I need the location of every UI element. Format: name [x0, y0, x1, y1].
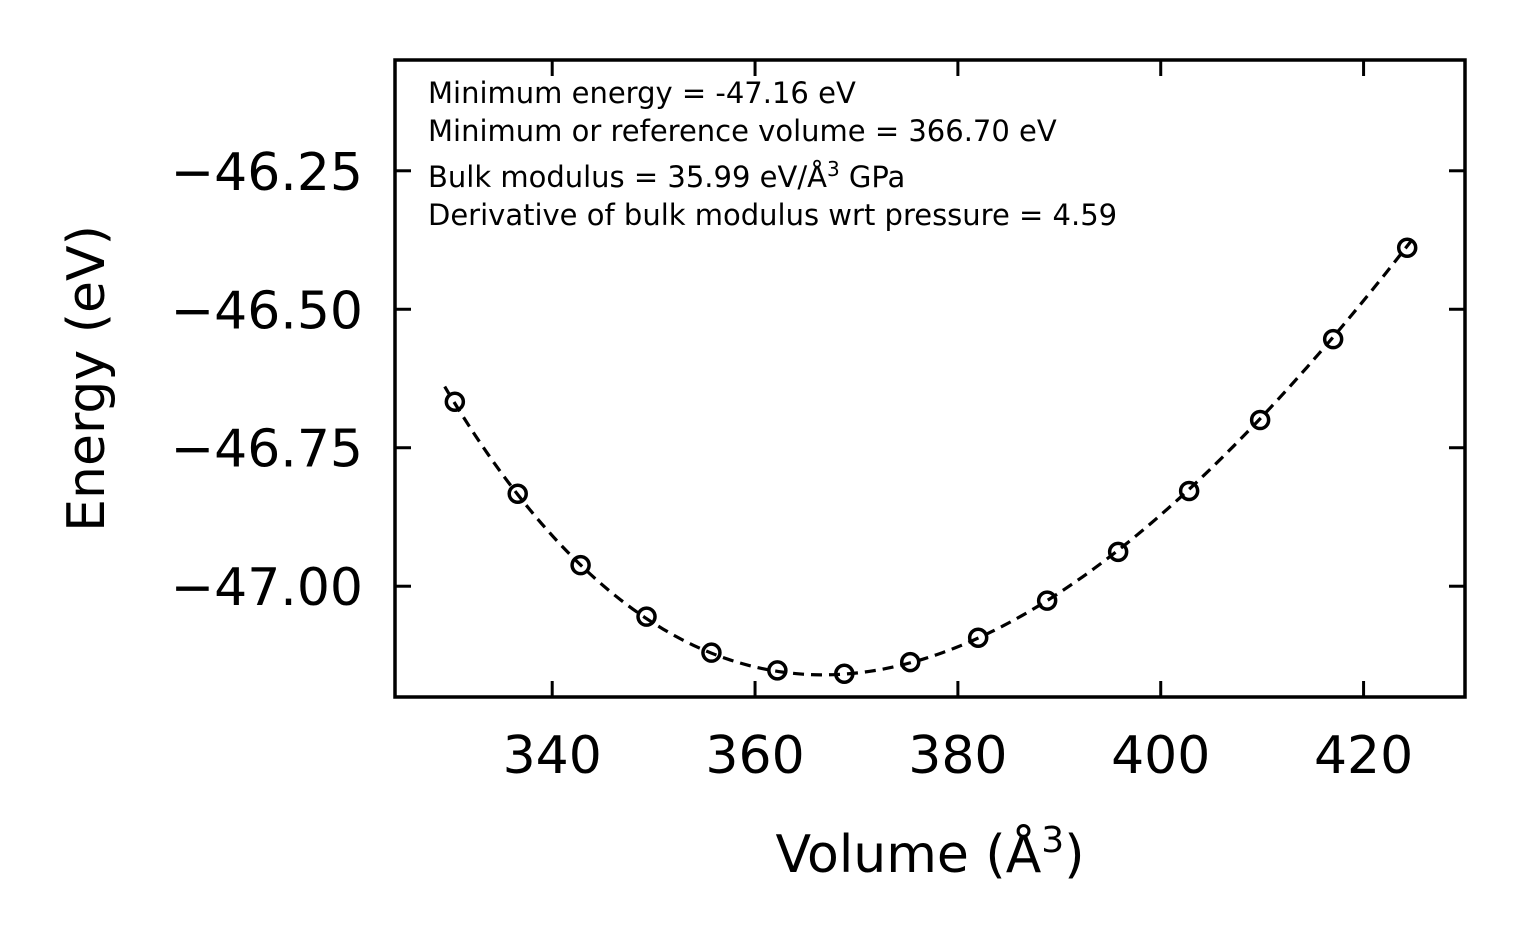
data-point: [1396, 237, 1418, 259]
fit-layer: [443, 233, 1418, 677]
data-point: [636, 606, 657, 627]
data-point: [1249, 409, 1271, 431]
data-point: [444, 391, 466, 413]
points-layer: [444, 237, 1418, 684]
data-point: [1178, 480, 1200, 502]
data-point: [570, 554, 591, 576]
annotation-line: Minimum or reference volume = 366.70 eV: [428, 114, 1057, 148]
y-axis-label: Energy (eV): [57, 225, 117, 532]
data-point: [834, 663, 855, 684]
y-tick-label: −47.00: [171, 558, 363, 618]
y-tick-label: −46.25: [171, 143, 363, 203]
y-tick-label: −46.75: [171, 420, 363, 480]
data-point: [767, 660, 788, 681]
x-tick-label: 420: [1314, 726, 1413, 786]
x-tick-label: 360: [705, 726, 804, 786]
plot-frame: [393, 58, 1467, 699]
eos-fit-line: [443, 233, 1418, 677]
data-point: [1107, 541, 1129, 563]
data-point: [1322, 328, 1344, 350]
data-point: [701, 642, 722, 663]
annotation-layer: Minimum energy = -47.16 eV Minimum or ref…: [428, 76, 1117, 232]
x-tick-label: 380: [908, 726, 1007, 786]
data-point: [1036, 590, 1058, 611]
annotation-line: Minimum energy = -47.16 eV: [428, 76, 856, 110]
x-tick-label: 400: [1111, 726, 1210, 786]
axes-layer: 340 360 380 400 420 −46.25 −46.50 −46.75 −47.00 V…: [57, 58, 1467, 885]
data-point: [967, 627, 989, 648]
x-tick-label: 340: [503, 726, 602, 786]
annotation-line: Bulk modulus = 35.99 eV/Å3 GPa: [428, 157, 905, 194]
y-tick-label: −46.50: [171, 281, 363, 341]
x-axis-label: Volume (Å3): [776, 820, 1085, 885]
data-point: [899, 651, 921, 673]
data-point: [507, 483, 528, 504]
annotation-line: Derivative of bulk modulus wrt pressure …: [428, 198, 1117, 232]
